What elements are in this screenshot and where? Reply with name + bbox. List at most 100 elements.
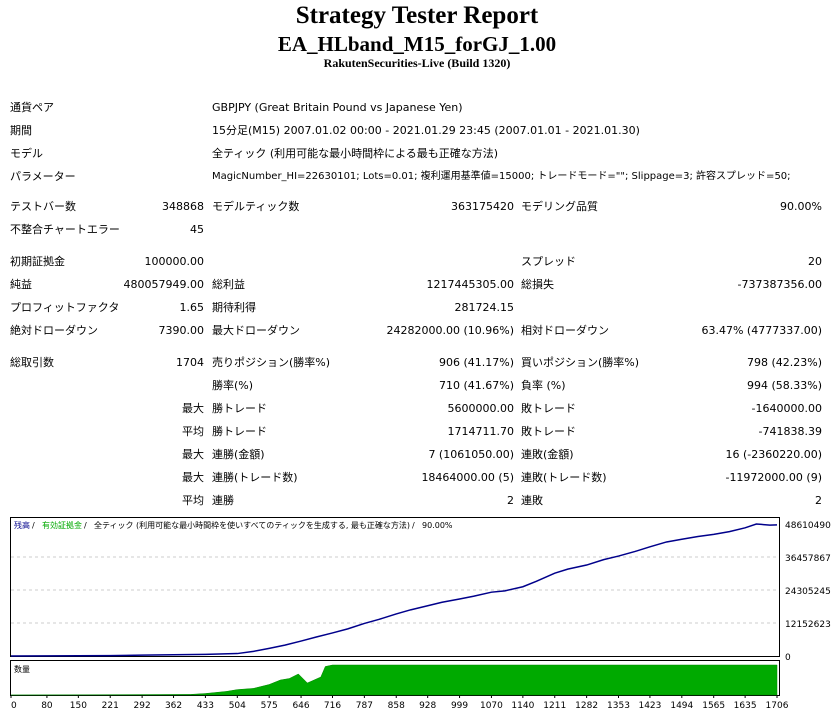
deposit-value: 100000.00 [144, 255, 205, 268]
x-tick-label: 1494 [670, 701, 693, 711]
symbol-value: GBPJPY (Great Britain Pound vs Japanese … [212, 101, 463, 114]
y-tick-label: 48610490 [785, 521, 831, 531]
largest-loss-label: 敗トレード [521, 402, 576, 415]
x-tick-label: 999 [451, 701, 468, 711]
win-rate-value: 710 (41.67%) [438, 379, 514, 392]
x-tick-label: 1423 [638, 701, 661, 711]
params-label: パラメーター [10, 170, 76, 183]
x-tick-label: 504 [229, 701, 246, 711]
x-tick-label: 716 [324, 701, 341, 711]
loss-rate-label: 負率 (%) [521, 379, 566, 392]
short-positions-label: 売りポジション(勝率%) [212, 356, 331, 369]
largest-win-value: 5600000.00 [447, 402, 514, 415]
model-label: モデル [10, 147, 43, 160]
avg-cons-wins-label: 連勝 [212, 494, 234, 507]
largest-loss-value: -1640000.00 [751, 402, 822, 415]
total-trades-value: 1704 [176, 356, 204, 369]
long-positions-value: 798 (42.23%) [746, 356, 822, 369]
x-tick-label: 1706 [766, 701, 789, 711]
x-tick-label: 1140 [511, 701, 534, 711]
row-label-avg: 平均 [182, 425, 204, 438]
expected-payoff-label: 期待利得 [212, 301, 256, 314]
avg-cons-losses-label: 連敗 [521, 494, 543, 507]
quality-label: モデリング品質 [521, 200, 598, 213]
x-tick-label: 362 [165, 701, 182, 711]
spread-label: スプレッド [521, 255, 576, 268]
short-positions-value: 906 (41.17%) [438, 356, 514, 369]
max-cons-wins-money-label: 連勝(金額) [212, 448, 265, 461]
legend-entry: 残高 [14, 520, 30, 530]
x-tick-label: 646 [292, 701, 309, 711]
profit-factor-label: プロフィットファクタ [10, 301, 120, 314]
legend-entry: 90.00% [422, 521, 453, 530]
page-title: Strategy Tester Report [295, 2, 539, 29]
avg-cons-losses-value: 2 [815, 494, 822, 507]
volume-label: 数量 [14, 664, 30, 674]
x-tick-label: 1353 [607, 701, 630, 711]
x-tick-label: 1565 [702, 701, 725, 711]
net-profit-value: 480057949.00 [123, 278, 204, 291]
total-trades-label: 総取引数 [10, 356, 54, 369]
gross-profit-label: 総利益 [212, 278, 245, 291]
errors-value: 45 [190, 223, 204, 236]
abs-drawdown-label: 絶対ドローダウン [10, 324, 98, 337]
avg-win-value: 1714711.70 [447, 425, 514, 438]
errors-label: 不整合チャートエラー [10, 223, 120, 236]
loss-rate-value: 994 (58.33%) [746, 379, 822, 392]
deposit-label: 初期証拠金 [10, 255, 65, 268]
avg-cons-wins-value: 2 [507, 494, 514, 507]
expected-payoff-value: 281724.15 [454, 301, 515, 314]
avg-loss-label: 敗トレード [521, 425, 576, 438]
legend-entry: 全ティック (利用可能な最小時間枠を使いすべてのティックを生成する, 最も正確な… [94, 520, 410, 530]
max-cons-profit-label: 連勝(トレード数) [212, 471, 298, 484]
x-tick-label: 0 [11, 701, 17, 711]
x-tick-label: 928 [419, 701, 436, 711]
x-tick-label: 1635 [734, 701, 757, 711]
rel-drawdown-label: 相対ドローダウン [521, 324, 609, 337]
max-cons-losses-money-label: 連敗(金額) [521, 448, 574, 461]
period-label: 期間 [10, 124, 32, 137]
volume-area [10, 664, 778, 696]
x-tick-label: 575 [261, 701, 278, 711]
legend-separator: / [32, 521, 35, 530]
x-tick-label: 1070 [480, 701, 503, 711]
x-tick-label: 150 [70, 701, 87, 711]
ea-name: EA_HLband_M15_forGJ_1.00 [277, 32, 557, 56]
balance-chart: 残高 / 有効証拠金 / 全ティック (利用可能な最小時間枠を使いすべてのティックを生成… [10, 517, 831, 711]
max-cons-profit-value: 18464000.00 (5) [421, 471, 514, 484]
legend-separator: / [84, 521, 87, 530]
ticks-label: モデルティック数 [212, 200, 300, 213]
max-drawdown-label: 最大ドローダウン [212, 324, 300, 337]
avg-win-label: 勝トレード [212, 425, 267, 438]
x-tick-label: 858 [388, 701, 405, 711]
y-tick-label: 0 [785, 653, 791, 663]
max-cons-loss-label: 連敗(トレード数) [521, 471, 607, 484]
server-build: RakutenSecurities-Live (Build 1320) [323, 56, 511, 70]
row-label-max-3: 最大 [182, 471, 204, 484]
bars-value: 348868 [162, 200, 204, 213]
main-plot-frame [10, 517, 780, 657]
x-tick-label: 221 [102, 701, 119, 711]
gross-loss-label: 総損失 [521, 278, 554, 291]
quality-value: 90.00% [780, 200, 822, 213]
row-label-max: 最大 [182, 402, 204, 415]
x-tick-label: 292 [134, 701, 151, 711]
max-cons-losses-money-value: 16 (-2360220.00) [725, 448, 822, 461]
legend-entry: 有効証拠金 [42, 520, 82, 530]
params-value: MagicNumber_HI=22630101; Lots=0.01; 複利運用… [212, 171, 791, 182]
y-tick-label: 36457867 [785, 554, 831, 564]
x-tick-label: 787 [356, 701, 373, 711]
ticks-value: 363175420 [451, 200, 514, 213]
long-positions-label: 買いポジション(勝率%) [521, 356, 640, 369]
row-label-avg-2: 平均 [182, 494, 204, 507]
y-tick-label: 24305245 [785, 587, 831, 597]
balance-line [10, 523, 778, 657]
spread-value: 20 [808, 255, 822, 268]
rel-drawdown-value: 63.47% (4777337.00) [701, 324, 822, 337]
symbol-label: 通貨ペア [10, 101, 54, 114]
gross-loss-value: -737387356.00 [737, 278, 822, 291]
model-value: 全ティック (利用可能な最小時間枠による最も正確な方法) [212, 147, 499, 160]
x-tick-label: 1282 [575, 701, 598, 711]
x-tick-label: 433 [197, 701, 214, 711]
abs-drawdown-value: 7390.00 [158, 324, 205, 337]
